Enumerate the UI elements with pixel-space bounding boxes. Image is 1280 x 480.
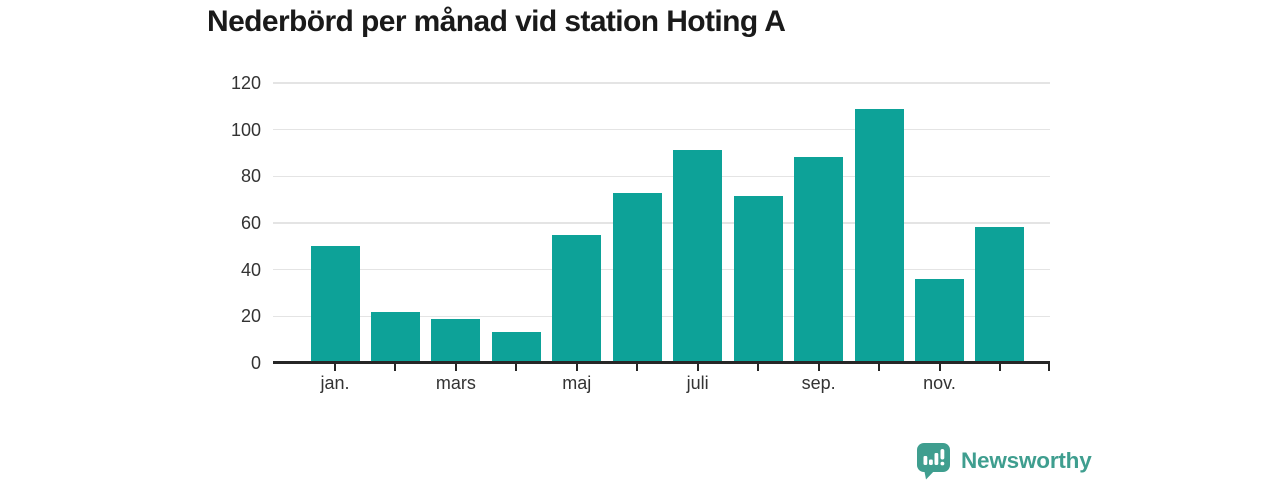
bar-m8 bbox=[733, 196, 783, 363]
y-axis-tick-label: 120 bbox=[230, 73, 261, 93]
bar-m5 bbox=[552, 234, 602, 363]
x-axis-tick-label: nov. bbox=[923, 373, 956, 393]
x-axis-tick bbox=[757, 364, 760, 371]
y-axis-tick-label: 0 bbox=[250, 353, 261, 373]
x-axis-tick bbox=[636, 364, 639, 371]
y-axis-tick-label: 60 bbox=[240, 213, 261, 233]
gridline bbox=[273, 175, 1050, 178]
x-axis-end-tick bbox=[1048, 364, 1050, 371]
newsworthy-logo-text: Newsworthy bbox=[961, 448, 1092, 473]
bar-m6 bbox=[612, 192, 662, 363]
x-axis-tick-label: sep. bbox=[801, 373, 836, 393]
y-axis-tick-label: 100 bbox=[230, 119, 261, 140]
x-axis-line bbox=[273, 360, 1050, 364]
bar-m11 bbox=[915, 279, 964, 363]
x-axis-tick bbox=[998, 364, 1001, 371]
y-axis-tick-label: 20 bbox=[240, 306, 261, 327]
bar-m2 bbox=[370, 311, 420, 363]
x-axis-tick bbox=[334, 364, 336, 371]
x-axis-tick bbox=[394, 364, 397, 371]
bar-m9 bbox=[794, 156, 844, 363]
bar-m3 bbox=[431, 318, 481, 363]
gridline bbox=[273, 82, 1050, 84]
bar-m1 bbox=[310, 246, 360, 363]
x-axis-tick bbox=[696, 364, 699, 371]
x-axis-tick bbox=[575, 364, 578, 371]
x-axis-tick-label: mars bbox=[435, 373, 476, 393]
x-axis-tick bbox=[878, 364, 881, 371]
newsworthy-logo-icon bbox=[916, 442, 952, 480]
x-axis-tick-label: juli bbox=[686, 373, 709, 393]
x-axis-tick-label: jan. bbox=[320, 373, 350, 393]
gridline bbox=[273, 128, 1050, 131]
y-axis-tick-label: 80 bbox=[240, 166, 261, 187]
plot-area: 0 20 40 60 80 100 120 jan. mars maj juli sep. nov. bbox=[231, 73, 1050, 393]
x-axis-tick bbox=[515, 364, 518, 371]
bar-m12 bbox=[975, 226, 1025, 363]
x-axis-tick bbox=[454, 364, 457, 371]
newsworthy-logo[interactable]: Newsworthy bbox=[916, 442, 1092, 480]
bar-m4 bbox=[491, 331, 541, 363]
chart-title: Nederbörd per månad vid station Hoting A bbox=[207, 5, 786, 38]
bar-m7 bbox=[673, 149, 723, 363]
x-axis-tick bbox=[938, 364, 941, 371]
x-axis-tick-label: maj bbox=[562, 373, 592, 393]
y-axis-tick-label: 40 bbox=[240, 259, 261, 280]
x-axis-tick bbox=[817, 364, 820, 371]
bar-m10 bbox=[854, 108, 904, 363]
